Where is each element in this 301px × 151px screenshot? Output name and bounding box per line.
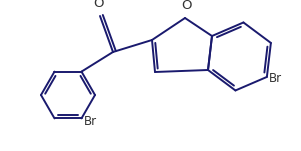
Text: O: O [181,0,191,12]
Text: Br: Br [83,115,97,128]
Text: O: O [94,0,104,10]
Text: Br: Br [269,72,282,85]
